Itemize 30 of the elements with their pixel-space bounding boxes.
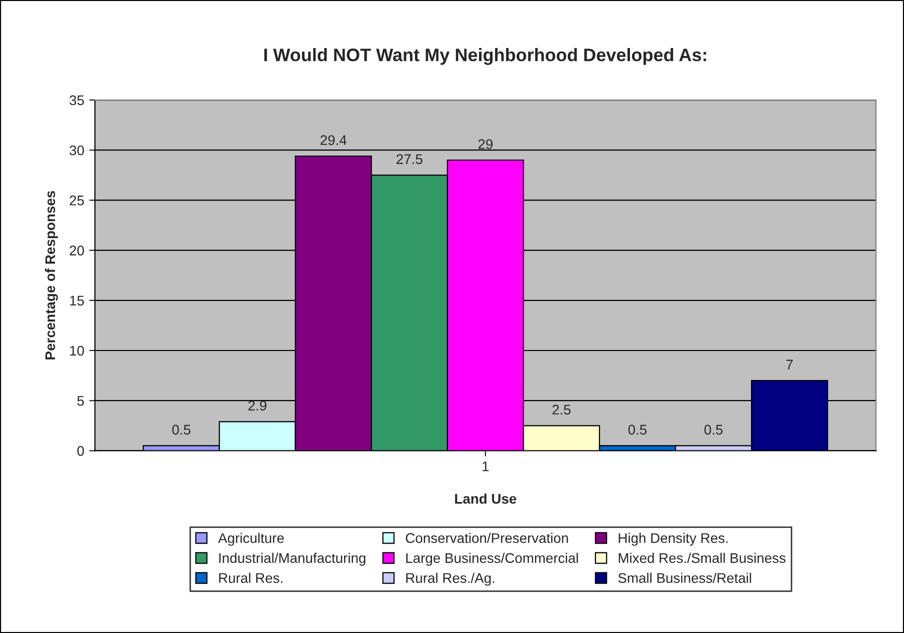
data-label: 2.9 xyxy=(248,400,266,411)
y-tick-label: 20 xyxy=(70,246,84,256)
data-label: 27.5 xyxy=(396,154,422,164)
legend-label: Large Business/Commercial xyxy=(406,552,578,566)
data-label: 0.5 xyxy=(172,424,190,435)
x-tick-label: 1 xyxy=(482,462,489,472)
y-tick-label: 35 xyxy=(70,95,84,106)
data-label: 29 xyxy=(478,139,493,150)
y-tick-label: 0 xyxy=(77,446,84,456)
data-label: 0.5 xyxy=(704,424,723,435)
x-axis-title: Land Use xyxy=(455,494,516,504)
legend-label: Industrial/Manufacturing xyxy=(219,552,366,566)
legend-label: High Density Res. xyxy=(618,532,728,546)
y-axis-title: Percentage of Responses xyxy=(44,191,58,360)
data-label: 2.5 xyxy=(552,404,571,415)
y-tick-label: 10 xyxy=(70,346,84,356)
y-tick-label: 15 xyxy=(70,296,84,306)
chart-title: I Would NOT Want My Neighborhood Developed As: xyxy=(264,48,706,65)
legend-label: Conservation/Preservation xyxy=(406,532,568,544)
data-label: 0.5 xyxy=(628,424,647,435)
legend-label: Mixed Res./Small Business xyxy=(618,552,786,563)
legend-label: Rural Res. xyxy=(219,572,282,583)
data-label: 7 xyxy=(786,360,793,370)
y-tick-label: 25 xyxy=(70,196,84,206)
legend-label: Rural Res./Ag. xyxy=(406,572,494,586)
data-label: 29.4 xyxy=(320,135,347,146)
legend-label: Agriculture xyxy=(218,532,284,546)
legend-label: Small Business/Retail xyxy=(618,572,752,583)
y-tick-label: 30 xyxy=(70,145,84,156)
y-tick-label: 5 xyxy=(77,396,84,406)
